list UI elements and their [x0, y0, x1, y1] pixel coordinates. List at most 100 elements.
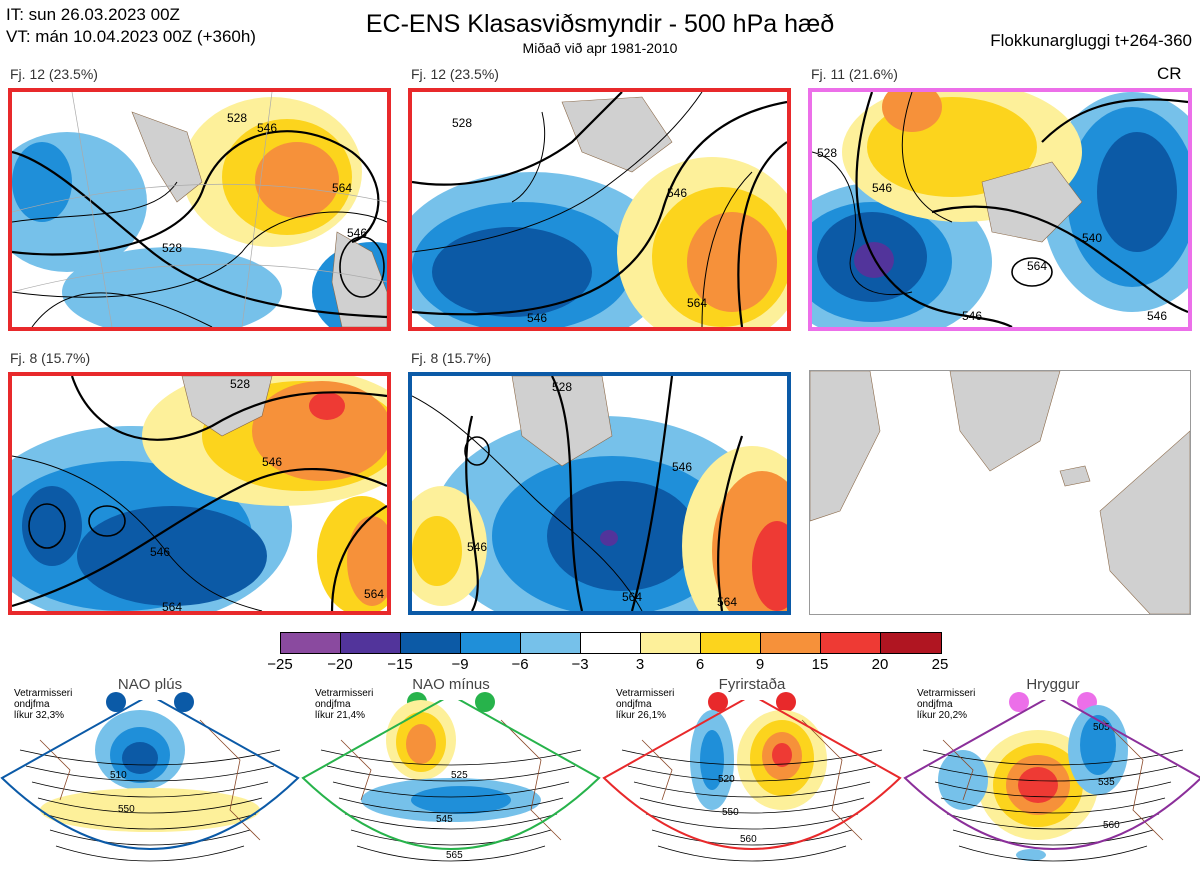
- contour-label: 565: [446, 850, 463, 861]
- colorbar-bin: [821, 633, 881, 653]
- height-contour: [952, 829, 1154, 846]
- height-contour: [657, 845, 847, 862]
- regime-map: 505 535 560: [903, 700, 1200, 862]
- height-contour: [627, 765, 877, 782]
- anomaly-negative-core: [547, 481, 697, 591]
- colorbar-tick-label: −9: [451, 656, 469, 673]
- regime-note: Vetrarmisseri: [315, 688, 374, 699]
- panel-5-label: Fj. 8 (15.7%): [411, 350, 492, 366]
- height-contour: [43, 813, 257, 830]
- anomaly-blob: [700, 730, 724, 790]
- height-contour: [19, 749, 281, 766]
- anomaly-positive-core: [255, 142, 339, 218]
- height-contour: [326, 765, 576, 782]
- regime-sector-border: [903, 700, 1200, 850]
- contour-label: 535: [1098, 777, 1115, 788]
- height-contour: [922, 749, 1184, 766]
- colorbar-tick-label: −6: [511, 656, 529, 673]
- contour-label: 528: [452, 116, 472, 130]
- contour-label: 525: [451, 770, 468, 781]
- anomaly-positive-core: [347, 516, 387, 606]
- contour-label: 528: [552, 380, 572, 394]
- landmass: [131, 111, 203, 203]
- regime-title: NAO plús: [117, 676, 183, 693]
- landmass: [561, 96, 673, 173]
- height-contour: [350, 829, 552, 846]
- contour-label: 528: [162, 241, 182, 255]
- contour-label: 546: [257, 121, 277, 135]
- height-contour: [934, 781, 1172, 798]
- regime-note: ondjfma: [315, 699, 351, 710]
- height-contours: [412, 92, 787, 327]
- contour-label: 528: [230, 377, 250, 391]
- anomaly-negative-core: [432, 227, 592, 317]
- contour-label: 546: [347, 226, 367, 240]
- height-contours: [812, 92, 1188, 327]
- height-contour: [946, 813, 1160, 830]
- regime-map: 510 550: [0, 700, 300, 862]
- colorbar-bin: [641, 633, 701, 653]
- colorbar-tick-label: −25: [267, 656, 293, 673]
- regime-note: ondjfma: [616, 699, 652, 710]
- anomaly-blob: [406, 724, 436, 764]
- colorbar-bin: [761, 633, 821, 653]
- landmass: [181, 376, 273, 437]
- contour-label: 546: [262, 455, 282, 469]
- height-contours: [412, 376, 744, 611]
- base-map: [809, 370, 1191, 615]
- height-contour: [639, 797, 865, 814]
- contour-label: 546: [872, 181, 892, 195]
- cluster-map-1-canvas: 528 546 564 546 528: [12, 92, 387, 327]
- contour-label: 564: [622, 590, 642, 604]
- colorbar-tick-label: −3: [571, 656, 589, 673]
- contour-label: 564: [364, 587, 384, 601]
- anomaly-blob: [411, 786, 511, 814]
- contour-label: 560: [1103, 820, 1120, 831]
- regime-note: líkur 20,2%: [917, 710, 968, 721]
- regime-marker-dot: [708, 692, 728, 712]
- contour-label: 546: [672, 460, 692, 474]
- anomaly-negative-core: [77, 506, 267, 606]
- anomaly-positive-core: [882, 92, 942, 132]
- colorbar-bin: [521, 633, 581, 653]
- height-contour: [320, 749, 582, 766]
- height-contour: [356, 845, 546, 862]
- colorbar-tick-label: −15: [387, 656, 413, 673]
- cluster-map-3: 528 546 540 564 546 546: [808, 88, 1192, 331]
- regime-map: 525 545 565: [301, 700, 601, 862]
- it-line: IT: sun 26.03.2023 00Z: [6, 5, 180, 24]
- height-contour: [928, 765, 1178, 782]
- regime-note: líkur 26,1%: [616, 710, 667, 721]
- contour-label: 510: [110, 770, 127, 781]
- regime-map: 520 550 560: [602, 700, 902, 862]
- landmass-europe: [1099, 430, 1190, 614]
- anomaly-blob: [1080, 715, 1116, 775]
- regime-note: Vetrarmisseri: [917, 688, 976, 699]
- cluster-map-4-canvas: 528 546 546 564 564: [12, 376, 387, 611]
- height-contour: [55, 845, 245, 862]
- panel-3-label: Fj. 11 (21.6%): [811, 66, 898, 82]
- anomaly-colorbar: [280, 632, 942, 654]
- colorbar-tick-label: 6: [695, 656, 705, 673]
- panel-1-label: Fj. 12 (23.5%): [10, 66, 98, 82]
- regime-marker-dot: [106, 692, 126, 712]
- contour-label: 528: [227, 111, 247, 125]
- contour-label: 546: [467, 540, 487, 554]
- height-contour: [31, 781, 269, 798]
- contour-label: 520: [718, 774, 735, 785]
- anomaly-negative-core: [600, 530, 618, 546]
- page-title: EC-ENS Klasasviðsmyndir - 500 hPa hæð: [365, 10, 835, 38]
- anomaly-blob: [40, 788, 260, 832]
- height-contour: [338, 797, 564, 814]
- height-contour: [633, 781, 871, 798]
- regime-title: NAO mínus: [412, 676, 490, 693]
- contour-label: 546: [667, 186, 687, 200]
- landmass-greenland: [949, 371, 1061, 472]
- height-contour: [344, 813, 558, 830]
- colorbar-tick-label: 9: [755, 656, 765, 673]
- colorbar-bin: [881, 633, 941, 653]
- cluster-map-5: 528 546 546 564 564: [408, 372, 791, 615]
- cluster-map-4: 528 546 546 564 564: [8, 372, 391, 615]
- landmass: [331, 231, 387, 327]
- cluster-map-1: 528 546 564 546 528: [8, 88, 391, 331]
